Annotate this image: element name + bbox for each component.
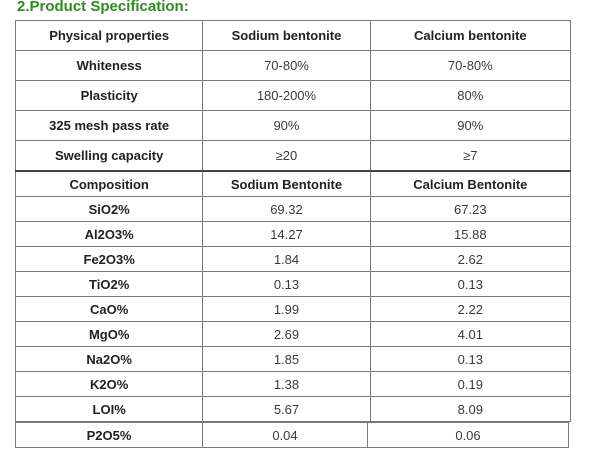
calcium-value: 90% [369, 110, 572, 141]
row-label: Fe2O3% [14, 246, 204, 272]
sodium-value: 180-200% [202, 80, 371, 111]
calcium-bentonite-header: Calcium Bentonite [369, 170, 572, 197]
table-row: Na2O% 1.85 0.13 [14, 346, 572, 372]
table-row: SiO2% 69.32 67.23 [14, 196, 572, 222]
calcium-bentonite-header: Calcium bentonite [369, 20, 572, 51]
table-row: CaO% 1.99 2.22 [14, 296, 572, 322]
sodium-value: ≥20 [202, 140, 371, 172]
sodium-value: 1.99 [202, 296, 371, 322]
row-label: P2O5% [15, 422, 203, 448]
calcium-value: 8.09 [369, 396, 572, 422]
row-label: Swelling capacity [14, 140, 204, 172]
calcium-value: 0.13 [369, 271, 572, 297]
sodium-value: 0.04 [202, 422, 368, 448]
row-label: TiO2% [14, 271, 204, 297]
table-row: Swelling capacity ≥20 ≥7 [14, 140, 572, 172]
sodium-value: 2.69 [202, 321, 371, 347]
sodium-value: 1.38 [202, 371, 371, 397]
sodium-value: 14.27 [202, 221, 371, 247]
calcium-value: 15.88 [369, 221, 572, 247]
row-label: Whiteness [14, 50, 204, 81]
calcium-value: 0.13 [369, 346, 572, 372]
sodium-value: 5.67 [202, 396, 371, 422]
sodium-value: 69.32 [202, 196, 371, 222]
row-label: K2O% [14, 371, 204, 397]
calcium-value: 67.23 [369, 196, 572, 222]
product-specification-table: Physical properties Sodium bentonite Cal… [14, 20, 572, 422]
table-row: LOI% 5.67 8.09 [14, 396, 572, 422]
row-label: CaO% [14, 296, 204, 322]
row-label: Al2O3% [14, 221, 204, 247]
calcium-value: 70-80% [369, 50, 572, 81]
calcium-value: 0.06 [367, 422, 569, 448]
row-label: SiO2% [14, 196, 204, 222]
composition-header: Composition [14, 170, 204, 197]
calcium-value: 2.22 [369, 296, 572, 322]
sodium-bentonite-header: Sodium Bentonite [202, 170, 371, 197]
table-row: 325 mesh pass rate 90% 90% [14, 110, 572, 141]
physical-properties-header: Physical properties [14, 20, 204, 51]
table-row: P2O5% 0.04 0.06 [15, 422, 569, 448]
sodium-value: 0.13 [202, 271, 371, 297]
table-row: Al2O3% 14.27 15.88 [14, 221, 572, 247]
calcium-value: 80% [369, 80, 572, 111]
sodium-value: 70-80% [202, 50, 371, 81]
composition-header-row: Composition Sodium Bentonite Calcium Ben… [14, 170, 572, 197]
physical-header-row: Physical properties Sodium bentonite Cal… [14, 20, 572, 51]
p2o5-table: P2O5% 0.04 0.06 [15, 422, 569, 448]
section-title: 2.Product Specification: [17, 0, 189, 15]
sodium-bentonite-header: Sodium bentonite [202, 20, 371, 51]
row-label: MgO% [14, 321, 204, 347]
table-row: TiO2% 0.13 0.13 [14, 271, 572, 297]
table-row: K2O% 1.38 0.19 [14, 371, 572, 397]
sodium-value: 1.84 [202, 246, 371, 272]
row-label: Na2O% [14, 346, 204, 372]
table-row: Whiteness 70-80% 70-80% [14, 50, 572, 81]
sodium-value: 90% [202, 110, 371, 141]
table-row: Plasticity 180-200% 80% [14, 80, 572, 111]
calcium-value: ≥7 [369, 140, 572, 172]
calcium-value: 2.62 [369, 246, 572, 272]
table-row: MgO% 2.69 4.01 [14, 321, 572, 347]
table-row: Fe2O3% 1.84 2.62 [14, 246, 572, 272]
calcium-value: 4.01 [369, 321, 572, 347]
row-label: Plasticity [14, 80, 204, 111]
calcium-value: 0.19 [369, 371, 572, 397]
row-label: 325 mesh pass rate [14, 110, 204, 141]
sodium-value: 1.85 [202, 346, 371, 372]
row-label: LOI% [14, 396, 204, 422]
